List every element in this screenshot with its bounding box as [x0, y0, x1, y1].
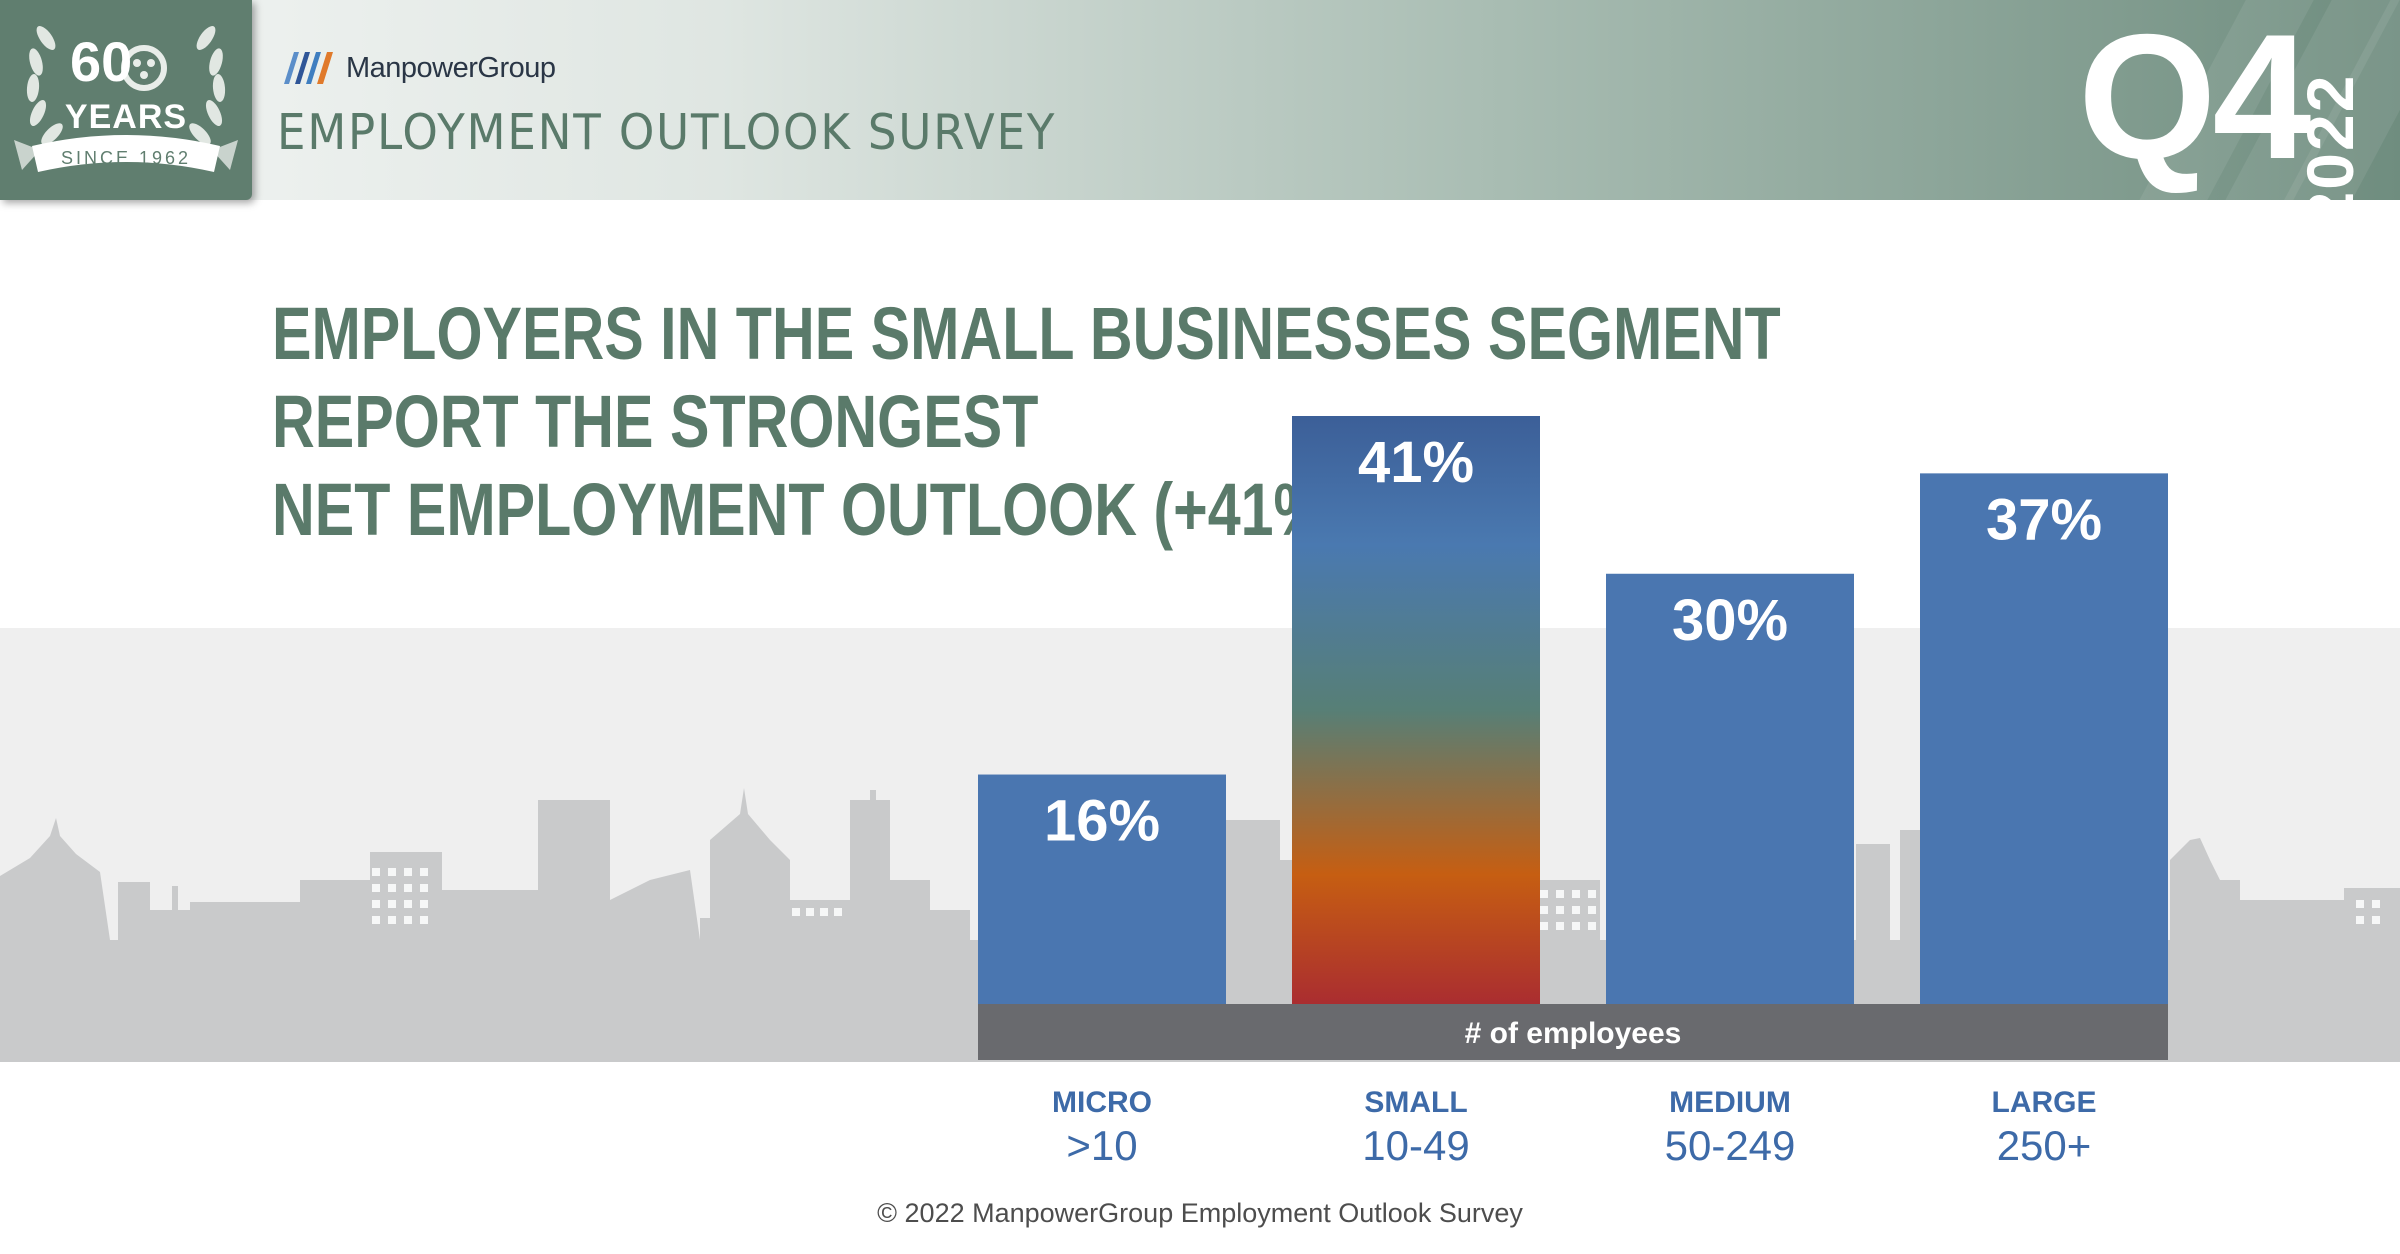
laurel-wreath-icon — [14, 26, 238, 172]
x-axis-band — [978, 1004, 2168, 1060]
value-label: 37% — [1986, 487, 2102, 552]
value-label: 41% — [1358, 430, 1474, 495]
badge-years: YEARS — [64, 98, 188, 136]
quarter-label: Q4 — [2078, 0, 2311, 196]
category-label: MEDIUM — [1669, 1086, 1791, 1119]
category-range-label: >10 — [1066, 1122, 1137, 1169]
category-label: SMALL — [1364, 1086, 1467, 1119]
headline-line-2: REPORT THE STRONGEST — [272, 380, 1039, 463]
value-label: 16% — [1044, 789, 1160, 854]
bar-micro — [978, 774, 1226, 1004]
bars-group — [978, 416, 2168, 1004]
brand-name: ManpowerGroup — [346, 51, 556, 84]
value-label: 30% — [1672, 588, 1788, 653]
headline: EMPLOYERS IN THE SMALL BUSINESSES SEGMEN… — [272, 290, 1781, 554]
header-banner — [0, 0, 2400, 200]
category-label: MICRO — [1052, 1086, 1152, 1119]
bar-small — [1292, 416, 1540, 1004]
bar-medium — [1606, 573, 1854, 1004]
category-range-label: 250+ — [1997, 1122, 2092, 1169]
survey-title: EMPLOYMENT OUTLOOK SURVEY — [277, 104, 1057, 161]
headline-line-1: EMPLOYERS IN THE SMALL BUSINESSES SEGMEN… — [272, 292, 1781, 375]
badge-number: 60 — [70, 30, 133, 93]
badge-since: SINCE 1962 — [60, 148, 192, 168]
x-axis-label: # of employees — [1465, 1017, 1682, 1050]
brand-row: ManpowerGroup — [278, 48, 556, 88]
headline-line-3: NET EMPLOYMENT OUTLOOK (+41%) — [272, 468, 1346, 551]
bar-large — [1920, 473, 2168, 1004]
category-range-label: 50-249 — [1665, 1122, 1796, 1169]
manpowergroup-logo-icon — [284, 52, 333, 84]
anniversary-badge: 60 YEARS SINCE 1962 — [0, 0, 252, 200]
copyright-footer: © 2022 ManpowerGroup Employment Outlook … — [877, 1198, 1523, 1228]
category-label: LARGE — [1992, 1086, 2097, 1119]
category-range-label: 10-49 — [1362, 1122, 1469, 1169]
axis-group: # of employees — [978, 1004, 2168, 1060]
